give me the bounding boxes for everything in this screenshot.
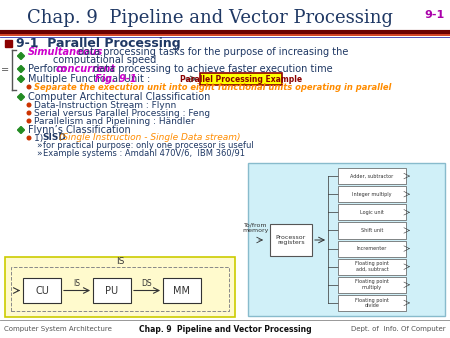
Text: Floating point
divide: Floating point divide <box>355 297 389 308</box>
Text: Logic unit: Logic unit <box>360 210 384 215</box>
Polygon shape <box>18 126 24 134</box>
Text: Processor
registers: Processor registers <box>276 235 306 245</box>
FancyBboxPatch shape <box>163 278 201 303</box>
Polygon shape <box>18 75 24 82</box>
Text: for practical purpose: only one processor is useful: for practical purpose: only one processo… <box>43 142 254 150</box>
Circle shape <box>27 136 31 140</box>
FancyBboxPatch shape <box>338 259 406 275</box>
Text: (Single Instruction - Single Data stream): (Single Instruction - Single Data stream… <box>56 134 240 143</box>
Circle shape <box>27 111 31 115</box>
Text: Perform: Perform <box>28 64 69 74</box>
Text: IS: IS <box>73 279 81 288</box>
Text: PU: PU <box>105 286 118 295</box>
Text: Parallel Processing Example: Parallel Processing Example <box>180 74 302 83</box>
Text: 9-1  Parallel Processing: 9-1 Parallel Processing <box>16 37 180 50</box>
FancyBboxPatch shape <box>338 186 406 202</box>
Text: Shift unit: Shift unit <box>361 228 383 233</box>
FancyBboxPatch shape <box>270 224 312 256</box>
Text: Flynn’s Classification: Flynn’s Classification <box>28 125 131 135</box>
Text: Chap. 9  Pipeline and Vector Processing: Chap. 9 Pipeline and Vector Processing <box>139 324 311 334</box>
Text: data processing to achieve faster execution time: data processing to achieve faster execut… <box>90 64 333 74</box>
Text: Example systems : Amdahl 470V/6,  IBM 360/91: Example systems : Amdahl 470V/6, IBM 360… <box>43 149 245 159</box>
Text: 1): 1) <box>34 134 46 143</box>
FancyBboxPatch shape <box>248 163 445 316</box>
Circle shape <box>27 103 31 107</box>
FancyBboxPatch shape <box>5 257 235 317</box>
Bar <box>5 40 12 47</box>
Text: IS: IS <box>116 257 124 266</box>
Text: Floating point
multiply: Floating point multiply <box>355 280 389 290</box>
Text: concurrent: concurrent <box>56 64 116 74</box>
Text: To/from
memory: To/from memory <box>243 223 269 234</box>
Text: computational speed: computational speed <box>28 55 156 65</box>
Text: Simultaneous: Simultaneous <box>28 47 103 57</box>
Text: SISD: SISD <box>42 134 66 143</box>
Text: CU: CU <box>35 286 49 295</box>
FancyBboxPatch shape <box>338 241 406 257</box>
FancyBboxPatch shape <box>338 204 406 220</box>
Text: =: = <box>1 65 9 75</box>
FancyBboxPatch shape <box>338 295 406 311</box>
FancyBboxPatch shape <box>338 168 406 184</box>
Text: Computer System Architecture: Computer System Architecture <box>4 326 112 332</box>
Text: Incrementer: Incrementer <box>357 246 387 251</box>
Text: Computer Architectural Classification: Computer Architectural Classification <box>28 92 211 102</box>
Polygon shape <box>18 52 24 59</box>
Polygon shape <box>18 66 24 72</box>
Text: Chap. 9  Pipeline and Vector Processing: Chap. 9 Pipeline and Vector Processing <box>27 9 393 27</box>
Text: Adder, subtractor: Adder, subtractor <box>351 173 394 178</box>
Text: Dept. of  Info. Of Computer: Dept. of Info. Of Computer <box>351 326 446 332</box>
Text: »: » <box>36 149 41 159</box>
Text: Multiple Functional Unit :: Multiple Functional Unit : <box>28 74 153 84</box>
Text: »: » <box>36 142 41 150</box>
Text: Serial versus Parallel Processing : Feng: Serial versus Parallel Processing : Feng <box>34 108 210 118</box>
Text: Fig. 9-1: Fig. 9-1 <box>95 74 137 84</box>
FancyBboxPatch shape <box>338 222 406 239</box>
Text: 9-1: 9-1 <box>425 10 445 20</box>
FancyBboxPatch shape <box>23 278 61 303</box>
Text: Floating point
add, subtract: Floating point add, subtract <box>355 261 389 272</box>
Text: MM: MM <box>174 286 190 295</box>
FancyBboxPatch shape <box>93 278 131 303</box>
FancyBboxPatch shape <box>200 73 282 85</box>
FancyBboxPatch shape <box>338 277 406 293</box>
Text: Data-Instruction Stream : Flynn: Data-Instruction Stream : Flynn <box>34 100 176 110</box>
Polygon shape <box>18 94 24 100</box>
Text: Separate the execution unit into eight functional units operating in parallel: Separate the execution unit into eight f… <box>34 82 392 92</box>
Text: data processing tasks for the purpose of increasing the: data processing tasks for the purpose of… <box>75 47 348 57</box>
Text: Integer multiply: Integer multiply <box>352 192 392 197</box>
Circle shape <box>27 85 31 89</box>
Text: Parallelism and Pipelining : Händler: Parallelism and Pipelining : Händler <box>34 117 194 125</box>
Circle shape <box>27 119 31 123</box>
Text: DS: DS <box>142 279 152 288</box>
